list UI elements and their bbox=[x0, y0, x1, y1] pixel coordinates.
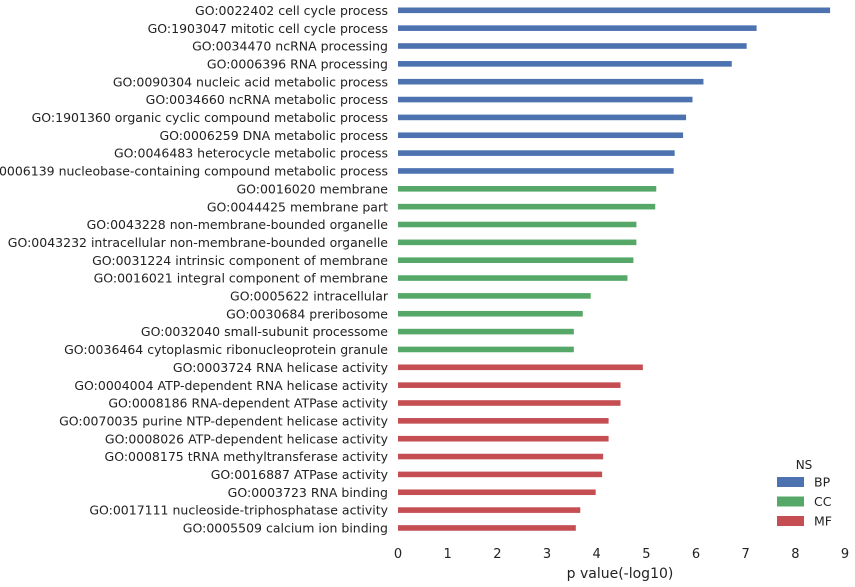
bar bbox=[398, 61, 732, 67]
bar bbox=[398, 328, 574, 335]
category-label: GO:0090304 nucleic acid metabolic proces… bbox=[113, 74, 388, 89]
category-label: GO:0036464 cytoplasmic ribonucleoprotein… bbox=[64, 342, 388, 357]
bar bbox=[398, 346, 574, 353]
category-label: GO:0006139 nucleobase-containing compoun… bbox=[0, 164, 388, 179]
category-label: GO:0003724 RNA helicase activity bbox=[173, 360, 389, 375]
category-label: GO:0034470 ncRNA processing bbox=[192, 39, 388, 54]
x-tick-label: 9 bbox=[841, 547, 849, 562]
x-tick-label: 2 bbox=[493, 547, 501, 562]
bar bbox=[398, 96, 693, 103]
bar bbox=[398, 78, 704, 85]
bar bbox=[398, 453, 604, 460]
bar bbox=[398, 418, 609, 424]
category-label: GO:0008026 ATP-dependent helicase activi… bbox=[105, 431, 389, 446]
legend-swatch-mf bbox=[777, 516, 804, 526]
category-label: GO:0003723 RNA binding bbox=[228, 485, 388, 500]
category-label: GO:0006259 DNA metabolic process bbox=[160, 128, 389, 143]
category-label: GO:0034660 ncRNA metabolic process bbox=[146, 92, 388, 107]
bar bbox=[398, 25, 757, 31]
category-label: GO:0008186 RNA-dependent ATPase activity bbox=[108, 396, 388, 411]
legend-label-mf: MF bbox=[814, 514, 832, 529]
bars-group bbox=[398, 7, 831, 531]
x-tick-label: 6 bbox=[692, 547, 700, 562]
category-label: GO:0044425 membrane part bbox=[207, 199, 388, 214]
category-label: GO:0016020 membrane bbox=[236, 181, 388, 196]
bar bbox=[398, 150, 675, 156]
bar bbox=[398, 382, 621, 388]
bar bbox=[398, 257, 634, 263]
bar bbox=[398, 186, 657, 192]
bar bbox=[398, 239, 637, 246]
x-tick-label: 0 bbox=[394, 547, 402, 562]
legend-label-cc: CC bbox=[814, 494, 832, 509]
category-label: GO:1901360 organic cyclic compound metab… bbox=[32, 110, 388, 125]
category-label: GO:0005622 intracellular bbox=[230, 289, 389, 304]
legend-title: NS bbox=[796, 458, 813, 472]
bar bbox=[398, 221, 637, 228]
bar bbox=[398, 114, 687, 121]
bar bbox=[398, 525, 576, 531]
bar bbox=[398, 168, 674, 174]
legend: NS BP CC MF bbox=[777, 458, 832, 529]
category-label: GO:0022402 cell cycle process bbox=[195, 3, 388, 18]
x-tick-labels-group: 0 1 2 3 4 5 6 7 8 9 bbox=[394, 547, 849, 562]
category-label: GO:0043228 non-membrane-bounded organell… bbox=[87, 217, 389, 232]
x-tick-label: 4 bbox=[593, 547, 601, 562]
bar bbox=[398, 132, 684, 139]
category-label: GO:0016887 ATPase activity bbox=[211, 467, 389, 482]
category-label: GO:0070035 purine NTP-dependent helicase… bbox=[59, 413, 389, 428]
bar bbox=[398, 203, 656, 210]
legend-swatch-bp bbox=[777, 477, 804, 487]
bar bbox=[398, 43, 747, 49]
category-label: GO:0030684 preribosome bbox=[226, 306, 388, 321]
bar bbox=[398, 400, 621, 406]
bar bbox=[398, 275, 628, 281]
category-label: GO:0006396 RNA processing bbox=[207, 56, 388, 71]
x-tick-label: 3 bbox=[543, 547, 551, 562]
category-label: GO:0008175 tRNA methyltransferase activi… bbox=[105, 449, 389, 464]
x-tick-label: 1 bbox=[444, 547, 452, 562]
bar bbox=[398, 293, 591, 299]
bar bbox=[398, 310, 583, 317]
category-label: GO:0043232 intracellular non-membrane-bo… bbox=[8, 235, 389, 250]
category-label: GO:0032040 small-subunit processome bbox=[141, 324, 388, 339]
bar bbox=[398, 7, 831, 14]
category-label: GO:0017111 nucleoside-triphosphatase act… bbox=[89, 503, 388, 518]
category-label: GO:0016021 integral component of membran… bbox=[94, 271, 389, 286]
bar bbox=[398, 489, 596, 496]
category-labels-group: GO:0022402 cell cycle process GO:1903047 … bbox=[0, 3, 389, 536]
x-tick-label: 7 bbox=[742, 547, 750, 562]
bar bbox=[398, 364, 643, 371]
bar bbox=[398, 507, 581, 513]
legend-swatch-cc bbox=[777, 496, 804, 507]
legend-label-bp: BP bbox=[814, 475, 831, 490]
category-label: GO:0046483 heterocycle metabolic process bbox=[114, 146, 388, 161]
bar bbox=[398, 471, 603, 478]
category-label: GO:1903047 mitotic cell cycle process bbox=[148, 21, 388, 36]
category-label: GO:0005509 calcium ion binding bbox=[183, 521, 388, 536]
x-axis-label: p value(-log10) bbox=[567, 566, 674, 582]
x-tick-label: 5 bbox=[642, 547, 650, 562]
x-tick-label: 8 bbox=[791, 547, 799, 562]
category-label: GO:0031224 intrinsic component of membra… bbox=[92, 253, 388, 268]
category-label: GO:0004004 ATP-dependent RNA helicase ac… bbox=[74, 378, 388, 393]
bar bbox=[398, 435, 609, 442]
